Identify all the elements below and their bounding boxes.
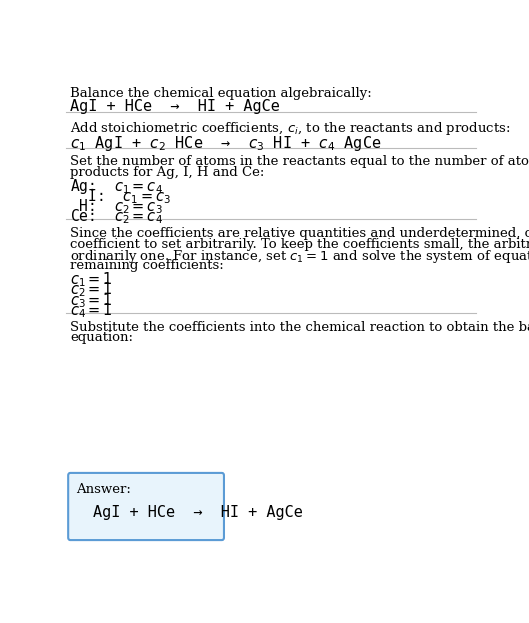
Text: Balance the chemical equation algebraically:: Balance the chemical equation algebraica… <box>70 87 372 100</box>
Text: remaining coefficients:: remaining coefficients: <box>70 259 224 272</box>
Text: $c_1 = 1$: $c_1 = 1$ <box>70 270 113 288</box>
Text: Answer:: Answer: <box>76 483 131 497</box>
Text: I:  $c_1 = c_3$: I: $c_1 = c_3$ <box>70 187 172 206</box>
Text: equation:: equation: <box>70 331 133 345</box>
Text: $c_3 = 1$: $c_3 = 1$ <box>70 291 113 310</box>
Text: H:  $c_2 = c_3$: H: $c_2 = c_3$ <box>70 197 163 216</box>
FancyBboxPatch shape <box>68 473 224 540</box>
Text: ordinarily one. For instance, set $c_1 = 1$ and solve the system of equations fo: ordinarily one. For instance, set $c_1 =… <box>70 249 529 265</box>
Text: $c_4 = 1$: $c_4 = 1$ <box>70 302 113 320</box>
Text: Ce:  $c_2 = c_4$: Ce: $c_2 = c_4$ <box>70 207 163 226</box>
Text: products for Ag, I, H and Ce:: products for Ag, I, H and Ce: <box>70 166 264 179</box>
Text: Substitute the coefficients into the chemical reaction to obtain the balanced: Substitute the coefficients into the che… <box>70 321 529 334</box>
Text: Since the coefficients are relative quantities and underdetermined, choose a: Since the coefficients are relative quan… <box>70 227 529 240</box>
Text: Add stoichiometric coefficients, $c_i$, to the reactants and products:: Add stoichiometric coefficients, $c_i$, … <box>70 120 510 137</box>
Text: $c_1$ AgI + $c_2$ HCe  →  $c_3$ HI + $c_4$ AgCe: $c_1$ AgI + $c_2$ HCe → $c_3$ HI + $c_4$… <box>70 134 382 153</box>
Text: Set the number of atoms in the reactants equal to the number of atoms in the: Set the number of atoms in the reactants… <box>70 155 529 168</box>
Text: AgI + HCe  →  HI + AgCe: AgI + HCe → HI + AgCe <box>93 505 303 520</box>
Text: $c_2 = 1$: $c_2 = 1$ <box>70 280 113 299</box>
Text: Ag:  $c_1 = c_4$: Ag: $c_1 = c_4$ <box>70 177 163 196</box>
Text: AgI + HCe  →  HI + AgCe: AgI + HCe → HI + AgCe <box>70 98 280 114</box>
Text: coefficient to set arbitrarily. To keep the coefficients small, the arbitrary va: coefficient to set arbitrarily. To keep … <box>70 238 529 251</box>
